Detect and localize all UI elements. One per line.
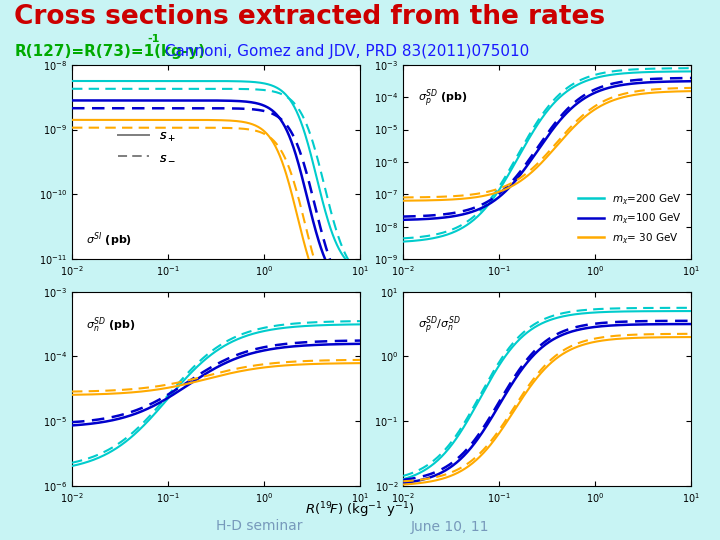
Text: June 10, 11: June 10, 11 [410, 519, 489, 534]
Legend: $s_+$, $s_-$: $s_+$, $s_-$ [113, 125, 181, 168]
Text: $\sigma^{SI}$ (pb): $\sigma^{SI}$ (pb) [86, 231, 132, 249]
Text: -1: -1 [148, 33, 160, 44]
Text: $R(^{19}\!F)\ (\mathrm{kg}^{-1}\ \mathrm{y}^{-1})$: $R(^{19}\!F)\ (\mathrm{kg}^{-1}\ \mathrm… [305, 501, 415, 520]
Legend: $m_\chi$=200 GeV, $m_\chi$=100 GeV, $m_\chi$= 30 GeV: $m_\chi$=200 GeV, $m_\chi$=100 GeV, $m_\… [573, 188, 686, 250]
Text: $\sigma^{SD}_p$ (pb): $\sigma^{SD}_p$ (pb) [418, 88, 467, 110]
Text: Cross sections extracted from the rates: Cross sections extracted from the rates [14, 3, 606, 30]
Text: R(127)=R(73)=1(kg-y): R(127)=R(73)=1(kg-y) [14, 44, 205, 58]
Text: $\sigma^{SD}_n$ (pb): $\sigma^{SD}_n$ (pb) [86, 315, 136, 334]
Text: H-D seminar: H-D seminar [216, 519, 302, 534]
Text: Cannoni, Gomez and JDV, PRD 83(2011)075010: Cannoni, Gomez and JDV, PRD 83(2011)0750… [160, 44, 529, 58]
Text: $\sigma^{SD}_p / \sigma^{SD}_n$: $\sigma^{SD}_p / \sigma^{SD}_n$ [418, 315, 460, 337]
